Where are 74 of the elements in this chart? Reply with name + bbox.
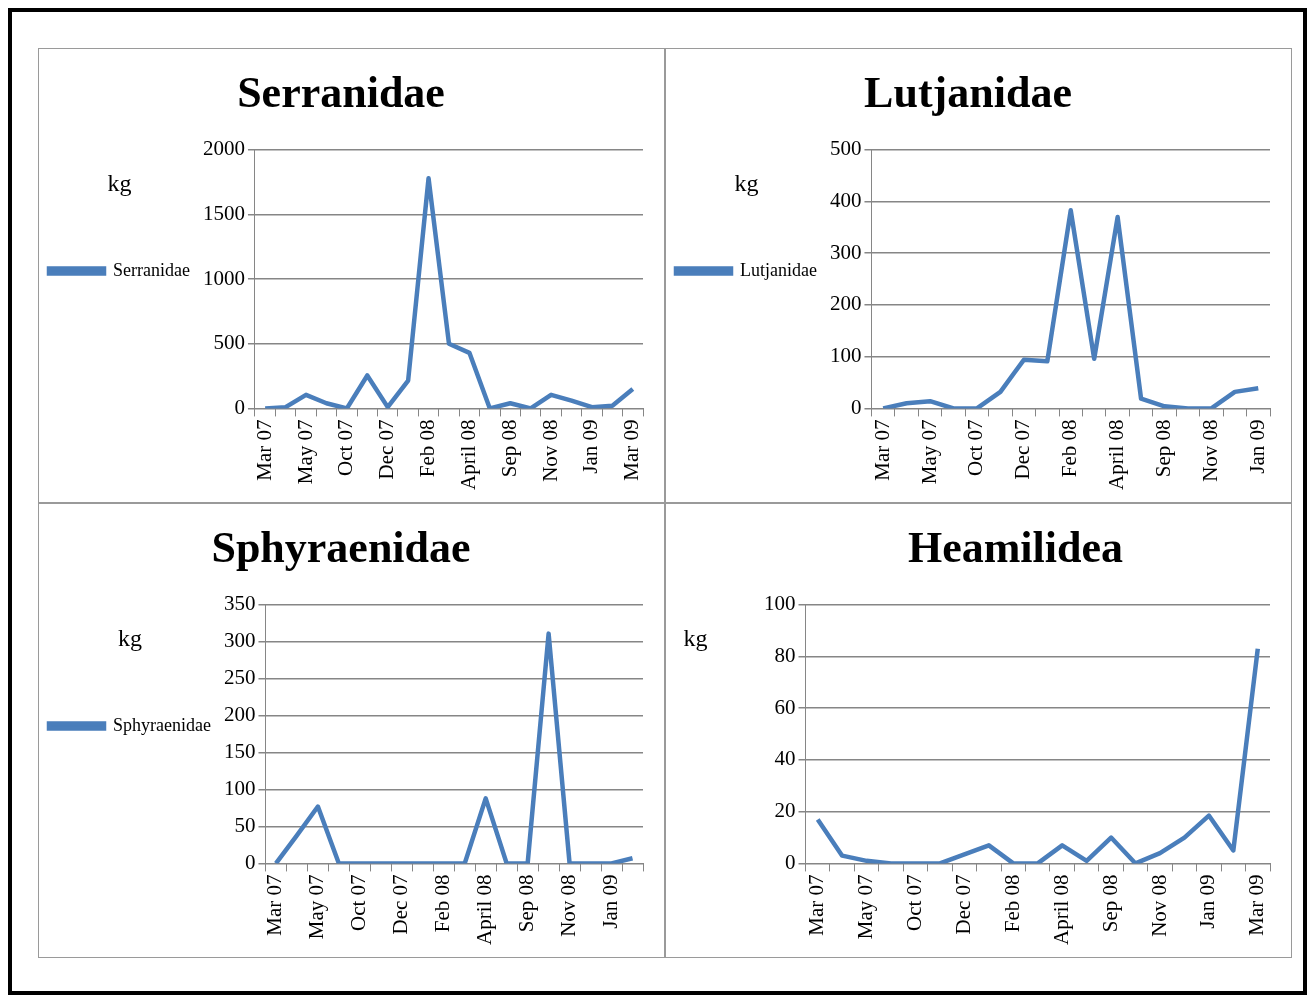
y-tick-label: 150: [223, 739, 256, 764]
x-tick-label: Jan 09: [1244, 419, 1269, 474]
x-tick-label: Dec 07: [388, 874, 413, 935]
x-tick-label: Nov 08: [537, 419, 562, 482]
y-tick-label: 100: [223, 776, 256, 801]
legend-label: Lutjanidae: [740, 259, 817, 280]
y-tick-label: 40: [774, 746, 796, 771]
x-tick-label: Oct 07: [346, 874, 371, 931]
chart-title: Heamilidea: [907, 522, 1124, 572]
y-tick-label: 200: [223, 702, 256, 727]
y-tick-label: 300: [829, 239, 862, 264]
x-tick-label: Feb 08: [999, 874, 1024, 933]
x-tick-label: Mar 09: [619, 419, 644, 481]
y-tick-label: 20: [774, 798, 796, 823]
x-tick-label: Oct 07: [963, 419, 988, 476]
x-tick-label: Jan 09: [598, 874, 623, 929]
x-tick-label: Sep 08: [1097, 874, 1122, 933]
y-tick-label: 400: [829, 188, 862, 213]
x-tick-label: Nov 08: [556, 874, 581, 937]
y-axis-title: kg: [107, 170, 132, 197]
x-tick-label: Nov 08: [1146, 874, 1171, 937]
y-tick-label: 1000: [202, 265, 245, 290]
x-tick-label: April 08: [455, 419, 480, 490]
y-axis-title: kg: [117, 625, 142, 652]
y-tick-label: 200: [829, 291, 862, 316]
y-tick-label: 0: [234, 394, 245, 419]
y-axis-title: kg: [683, 625, 708, 652]
x-tick-label: May 07: [853, 874, 878, 940]
x-tick-label: Mar 09: [1244, 874, 1269, 936]
x-tick-label: May 07: [916, 419, 941, 485]
y-tick-label: 50: [234, 812, 256, 837]
y-tick-label: 100: [829, 343, 862, 368]
x-tick-label: Oct 07: [902, 874, 927, 931]
x-tick-label: Dec 07: [374, 419, 399, 480]
chart-title: Sphyraenidae: [211, 522, 471, 572]
x-tick-label: May 07: [304, 874, 329, 940]
x-tick-label: Dec 07: [950, 874, 975, 935]
y-tick-label: 300: [223, 628, 256, 653]
x-tick-label: Feb 08: [415, 419, 440, 478]
x-tick-label: Mar 07: [804, 874, 829, 936]
y-tick-label: 100: [764, 591, 796, 616]
y-tick-label: 500: [829, 136, 862, 161]
x-tick-label: April 08: [1104, 419, 1129, 490]
y-tick-label: 1500: [202, 200, 245, 225]
y-axis-title: kg: [734, 170, 759, 197]
x-tick-label: Dec 07: [1010, 419, 1035, 480]
y-tick-label: 60: [774, 694, 796, 719]
x-tick-label: Mar 07: [262, 874, 287, 936]
x-tick-label: Nov 08: [1197, 419, 1222, 482]
chart-title: Lutjanidae: [864, 67, 1072, 117]
x-tick-label: Jan 09: [578, 419, 603, 474]
y-tick-label: 80: [774, 643, 796, 668]
x-tick-label: Oct 07: [333, 419, 358, 476]
x-tick-label: April 08: [1048, 874, 1073, 945]
y-tick-label: 500: [213, 330, 245, 355]
legend-label: Sphyraenidae: [113, 714, 211, 735]
y-tick-label: 0: [244, 849, 256, 874]
chart-title: Serranidae: [237, 67, 445, 117]
y-tick-label: 2000: [202, 136, 245, 161]
x-tick-label: Sep 08: [514, 874, 539, 933]
y-tick-label: 350: [223, 591, 256, 616]
x-tick-label: Sep 08: [496, 419, 521, 478]
x-tick-label: Mar 07: [869, 419, 894, 481]
x-tick-label: Jan 09: [1195, 874, 1220, 929]
x-tick-label: Feb 08: [1057, 419, 1082, 478]
x-tick-label: Mar 07: [251, 419, 276, 481]
x-tick-label: Sep 08: [1151, 419, 1176, 478]
y-tick-label: 0: [850, 394, 862, 419]
x-tick-label: Feb 08: [430, 874, 455, 933]
x-tick-label: April 08: [472, 874, 497, 945]
legend-label: Serranidae: [113, 259, 190, 280]
x-tick-label: May 07: [292, 419, 317, 485]
y-tick-label: 0: [785, 849, 796, 874]
y-tick-label: 250: [223, 665, 256, 690]
